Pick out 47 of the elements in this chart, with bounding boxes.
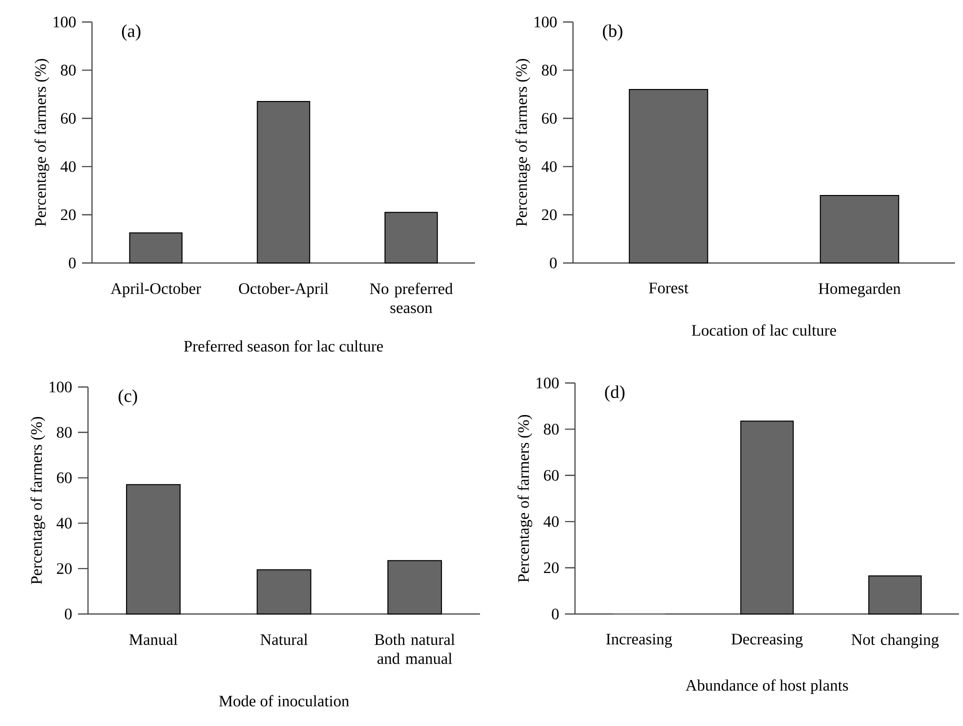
x-tick-label: October-April xyxy=(239,282,328,298)
x-tick-label: No preferred season xyxy=(370,282,453,314)
y-tick-label: 60 xyxy=(542,112,557,124)
y-tick-label: 0 xyxy=(550,258,557,268)
y-tick-label: 60 xyxy=(56,472,72,484)
y-tick-label: 80 xyxy=(542,64,557,76)
annotation: (a) xyxy=(122,24,140,41)
y-tick-label: 60 xyxy=(60,112,76,124)
x-tick-label: Manual xyxy=(129,634,178,645)
x-tick-label: Decreasing xyxy=(732,634,803,648)
y-tick-label: 20 xyxy=(60,209,76,220)
y-axis-title: Percentage of farmers (%) xyxy=(515,59,530,226)
x-tick-label: Natural xyxy=(260,634,308,645)
y-tick-label: 40 xyxy=(60,161,76,172)
y-tick-label: 100 xyxy=(54,16,76,28)
y-tick-label: 40 xyxy=(542,161,557,172)
y-tick-label: 0 xyxy=(552,608,559,620)
y-tick-label: 20 xyxy=(542,209,557,220)
x-axis-title: Abundance of host plants xyxy=(686,679,848,694)
x-tick-label: Increasing xyxy=(606,634,672,648)
y-tick-label: 40 xyxy=(544,516,559,527)
y-tick-label: 100 xyxy=(50,382,72,392)
y-tick-label: 100 xyxy=(536,378,559,388)
x-tick-label: Forest xyxy=(648,282,688,294)
annotation: (d) xyxy=(605,385,624,402)
y-tick-label: 80 xyxy=(544,424,559,435)
x-axis-title: Preferred season for lac culture xyxy=(184,340,383,352)
y-tick-label: 0 xyxy=(68,258,76,268)
x-tick-label: Not changing xyxy=(851,634,939,648)
y-axis-title: Percentage of farmers (%) xyxy=(34,59,50,226)
x-tick-label: April-October xyxy=(110,282,202,298)
annotation: (c) xyxy=(118,389,138,406)
x-axis-title: Location of lac culture xyxy=(692,324,836,336)
x-tick-label: Homegarden xyxy=(818,282,901,298)
y-tick-label: 80 xyxy=(60,64,76,76)
annotation: (b) xyxy=(602,24,622,41)
y-tick-label: 40 xyxy=(56,518,72,529)
y-tick-label: 20 xyxy=(56,563,72,574)
y-axis-title: Percentage of farmers (%) xyxy=(517,415,532,582)
y-tick-label: 60 xyxy=(544,470,559,481)
y-tick-label: 80 xyxy=(56,426,72,438)
x-axis-title: Mode of inoculation xyxy=(219,695,350,706)
y-tick-label: 0 xyxy=(64,608,72,620)
y-axis-title: Percentage of farmers (%) xyxy=(30,417,46,584)
x-tick-label: Both natural and manual xyxy=(374,634,455,664)
y-tick-label: 100 xyxy=(534,16,557,28)
y-tick-label: 20 xyxy=(544,562,559,574)
